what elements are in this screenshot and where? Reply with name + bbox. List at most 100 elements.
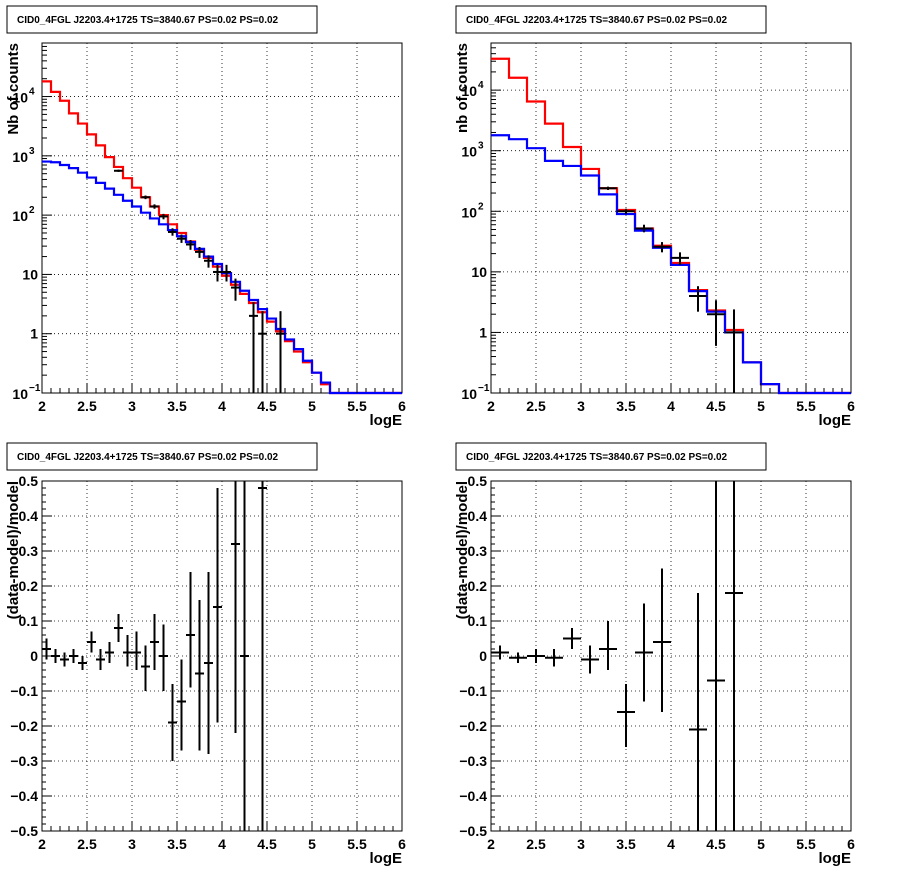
y-tick-base: 10 (12, 386, 28, 402)
data-point (186, 572, 195, 688)
x-tick-label: 3 (128, 836, 136, 852)
data-point (653, 568, 671, 712)
data-point (635, 224, 653, 233)
data-point (599, 621, 617, 670)
data-point (213, 264, 222, 282)
y-tick-exponent: 2 (478, 201, 484, 212)
y-tick-label: 10 (12, 90, 28, 106)
histogram-series-1 (42, 160, 402, 395)
data-point (159, 213, 168, 220)
y-tick-base: 10 (12, 90, 28, 106)
y-tick-label: 10 (471, 264, 487, 280)
data-point (617, 208, 635, 215)
y-tick-label: 0 (30, 648, 38, 664)
minor-ticks (491, 47, 496, 376)
data-point (581, 645, 599, 674)
x-tick-label: 4 (218, 836, 226, 852)
y-tick-base: 10 (461, 204, 477, 220)
x-tick-label: 4 (667, 398, 675, 414)
data-point (725, 309, 743, 393)
chart-panel: CID0_4FGL J2203.4+1725 TS=3840.67 PS=0.0… (5, 5, 406, 429)
data-point (186, 240, 195, 250)
x-tick-label: 3.5 (167, 836, 187, 852)
x-tick-label: 5 (308, 836, 316, 852)
x-tick-label: 3 (577, 836, 585, 852)
x-axis-label: logE (819, 412, 852, 429)
y-tick-exponent: 3 (29, 146, 35, 157)
data-point (69, 649, 78, 663)
x-tick-label: 4 (667, 836, 675, 852)
data-point (177, 659, 186, 751)
grid (491, 481, 851, 831)
data-point (204, 255, 213, 268)
y-tick-exponent: 2 (29, 205, 35, 216)
x-tick-label: 6 (847, 398, 855, 414)
title-box (455, 442, 767, 471)
x-tick-label: 5.5 (796, 398, 816, 414)
y-tick-label: 10 (22, 266, 38, 282)
y-tick-label: 0.4 (19, 508, 39, 524)
data-point (168, 228, 177, 236)
grid (491, 43, 851, 393)
data-point (87, 631, 96, 653)
x-tick-label: 2 (38, 398, 46, 414)
y-tick-base: 10 (461, 83, 477, 99)
x-tick-label: 5 (757, 836, 765, 852)
y-tick-label: −0.1 (10, 683, 38, 699)
y-tick-label: 0.3 (468, 543, 488, 559)
y-tick-label: 0.4 (468, 508, 488, 524)
x-tick-label: 3.5 (616, 398, 636, 414)
y-axis-label: Nb of counts (5, 43, 22, 135)
x-tick-label: 6 (398, 836, 406, 852)
data-point (509, 652, 527, 663)
y-axis-label: (data-model)/model (5, 481, 22, 619)
data-point (159, 624, 168, 691)
y-tick-label: −0.3 (459, 753, 487, 769)
x-tick-label: 5.5 (347, 836, 367, 852)
y-tick-label: −0.3 (10, 753, 38, 769)
y-axis-label: (data-model)/model (454, 481, 471, 619)
y-tick-label: 0 (479, 648, 487, 664)
y-tick-label: −0.5 (459, 823, 487, 839)
title-box (6, 442, 318, 471)
x-tick-label: 2 (487, 836, 495, 852)
data-point (222, 264, 231, 282)
data-point (123, 635, 132, 667)
data-point (491, 645, 509, 660)
y-tick-label: −0.2 (10, 718, 38, 734)
y-tick-base: 10 (461, 144, 477, 160)
x-tick-label: 3.5 (616, 836, 636, 852)
y-tick-label: 0.3 (19, 543, 39, 559)
y-tick-label: 0.1 (19, 613, 39, 629)
x-tick-label: 5.5 (796, 836, 816, 852)
x-axis-label: logE (819, 850, 852, 867)
data-point (132, 631, 141, 670)
y-tick-label: −0.4 (10, 788, 38, 804)
minor-ticks (42, 45, 47, 376)
data-point (60, 652, 69, 667)
y-tick-label: 10 (461, 83, 477, 99)
x-axis-label: logE (370, 850, 403, 867)
chart-title: CID0_4FGL J2203.4+1725 TS=3840.67 PS=0.0… (466, 452, 728, 463)
data-point (141, 195, 150, 200)
x-tick-label: 3.5 (167, 398, 187, 414)
y-tick-label: −0.4 (459, 788, 487, 804)
x-tick-label: 4.5 (257, 836, 277, 852)
data-point (563, 628, 581, 649)
x-axis-label: logE (370, 412, 403, 429)
data-point (114, 169, 123, 172)
title-box (455, 5, 767, 34)
y-tick-label: 0.2 (468, 578, 488, 594)
y-tick-label: 0.5 (468, 473, 488, 489)
x-tick-label: 4.5 (706, 398, 726, 414)
data-point (51, 649, 60, 663)
data-point (195, 600, 204, 751)
y-tick-exponent: 3 (478, 141, 484, 152)
x-tick-label: 2 (38, 836, 46, 852)
y-tick-label: 0.5 (19, 473, 39, 489)
x-tick-label: 5 (757, 398, 765, 414)
y-tick-label: 10 (12, 386, 28, 402)
data-point (258, 311, 267, 393)
data-point (231, 278, 240, 301)
